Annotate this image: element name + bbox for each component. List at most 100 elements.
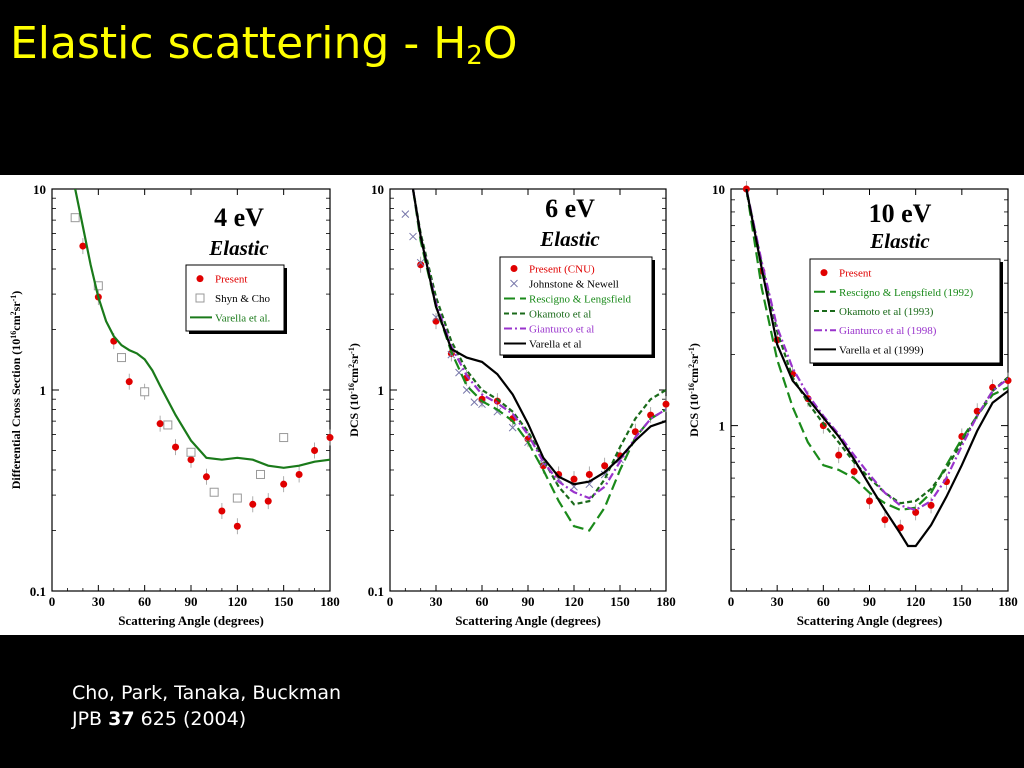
data-point-square — [232, 493, 242, 503]
legend-label: Shyn & Cho — [215, 293, 271, 305]
data-point-cross — [416, 258, 425, 267]
series-line-4 — [745, 189, 1008, 512]
legend-label: Present — [215, 274, 247, 286]
data-point-square — [279, 433, 289, 443]
data-point — [662, 400, 670, 408]
data-point-cross — [447, 350, 456, 359]
legend-label: Okamoto et al — [529, 309, 591, 321]
data-point — [585, 470, 593, 478]
chart-title: 6 eV — [545, 194, 595, 223]
legend-marker — [195, 293, 205, 303]
y-tick-label: 10 — [712, 182, 725, 197]
data-point — [233, 522, 241, 530]
data-point — [218, 507, 226, 515]
x-tick-label: 120 — [564, 594, 584, 609]
data-point — [570, 475, 578, 483]
x-tick-label: 60 — [138, 594, 151, 609]
x-tick-label: 90 — [185, 594, 198, 609]
legend-marker — [510, 265, 518, 272]
data-point-square — [163, 420, 173, 430]
legend-label: Okamoto et al (1993) — [839, 306, 934, 318]
chart-title: 10 eV — [869, 199, 932, 228]
x-tick-label: 180 — [656, 594, 676, 609]
data-point — [866, 497, 873, 505]
x-tick-label: 0 — [49, 594, 56, 609]
data-point-square — [93, 281, 103, 291]
citation-journal: JPB — [72, 708, 103, 730]
legend-label: Present (CNU) — [529, 264, 595, 276]
chart-subtitle: Elastic — [208, 236, 269, 260]
legend-label: Johnstone & Newell — [529, 279, 619, 291]
chart-subtitle: Elastic — [539, 227, 600, 251]
data-point-square — [209, 487, 219, 497]
y-axis-label: DCS (10-16cm2sr-1) — [687, 343, 702, 437]
citation-reference: JPB 37 625 (2004) — [72, 706, 341, 732]
chart-panel-1: 0 30 60 90 120 150 180 0.1 1 10 Scattering Angle (… — [9, 182, 340, 628]
data-point — [850, 467, 858, 475]
x-tick-label: 0 — [728, 594, 735, 609]
legend-label: Gianturco et al (1998) — [839, 325, 937, 337]
data-point-square — [186, 447, 196, 457]
chart-panel-2: 0 30 60 90 120 150 180 0.1 1 10 Scattering Angle (… — [347, 182, 676, 628]
data-point — [280, 480, 288, 488]
title-main: Elastic scattering - H — [10, 18, 467, 69]
x-tick-label: 150 — [610, 594, 630, 609]
data-point-square — [70, 213, 80, 223]
data-point — [264, 497, 272, 505]
x-tick-label: 60 — [476, 594, 489, 609]
y-tick-label: 0.1 — [368, 584, 384, 599]
figure-strip: 0 30 60 90 120 150 180 0.1 1 10 Scattering Angle (… — [0, 175, 1024, 635]
data-point — [326, 434, 334, 442]
y-tick-label: 1 — [378, 383, 385, 398]
legend-marker — [820, 269, 828, 277]
legend-label: Gianturco et al — [529, 324, 594, 336]
x-axis-label: Scattering Angle (degrees) — [455, 613, 601, 628]
y-tick-label: 1 — [719, 419, 726, 434]
data-point — [156, 420, 164, 428]
y-tick-label: 10 — [371, 182, 384, 197]
x-tick-label: 30 — [92, 594, 105, 609]
x-tick-label: 90 — [863, 594, 876, 609]
data-point — [819, 422, 827, 430]
data-point — [927, 501, 935, 509]
chart-panel-3: 0 30 60 90 120 150 180 1 10 Scattering Angle (deg… — [687, 181, 1018, 628]
data-point — [432, 317, 440, 325]
y-tick-label: 1 — [40, 383, 47, 398]
data-point — [631, 428, 639, 436]
x-tick-label: 90 — [522, 594, 535, 609]
chart-title: 4 eV — [214, 203, 264, 232]
data-point — [973, 407, 981, 415]
data-point-cross — [508, 423, 517, 432]
series-line-3 — [411, 189, 666, 532]
x-tick-label: 180 — [998, 594, 1018, 609]
legend-label: Varella et al (1999) — [839, 344, 924, 356]
citation-volume: 37 — [108, 708, 135, 730]
legend-box — [809, 258, 1001, 364]
data-point — [601, 462, 609, 470]
data-point-square — [140, 387, 150, 397]
legend-label: Varella et al — [529, 339, 582, 351]
x-tick-label: 30 — [771, 594, 784, 609]
x-axis-label: Scattering Angle (degrees) — [118, 613, 264, 628]
x-tick-label: 120 — [228, 594, 248, 609]
y-axis-label: DCS (10-16cm2sr-1) — [347, 343, 362, 437]
data-point — [125, 378, 133, 386]
series-line-5 — [745, 189, 1008, 548]
legend: Present Rescigno & Lengsfield (1992) Okamo… — [809, 258, 1003, 366]
data-point — [249, 500, 257, 508]
data-point-square — [117, 353, 126, 363]
series-line-3 — [745, 189, 1008, 505]
legend-marker — [196, 275, 204, 283]
citation-authors: Cho, Park, Tanaka, Buckman — [72, 682, 342, 704]
y-axis-label: Differential Cross Section (1016cm2sr-1) — [9, 291, 24, 490]
y-tick-label: 0.1 — [30, 584, 46, 599]
title-tail: O — [482, 18, 518, 69]
legend-label: Rescigno & Lengsfield (1992) — [839, 287, 973, 299]
data-point-cross — [401, 210, 410, 218]
x-tick-label: 150 — [274, 594, 294, 609]
data-point-cross — [409, 232, 417, 241]
series-line-6 — [411, 189, 666, 486]
x-axis-label: Scattering Angle (degrees) — [797, 613, 943, 628]
legend-label: Varella et al. — [215, 312, 271, 324]
citation-pages-year: 625 (2004) — [140, 708, 247, 730]
